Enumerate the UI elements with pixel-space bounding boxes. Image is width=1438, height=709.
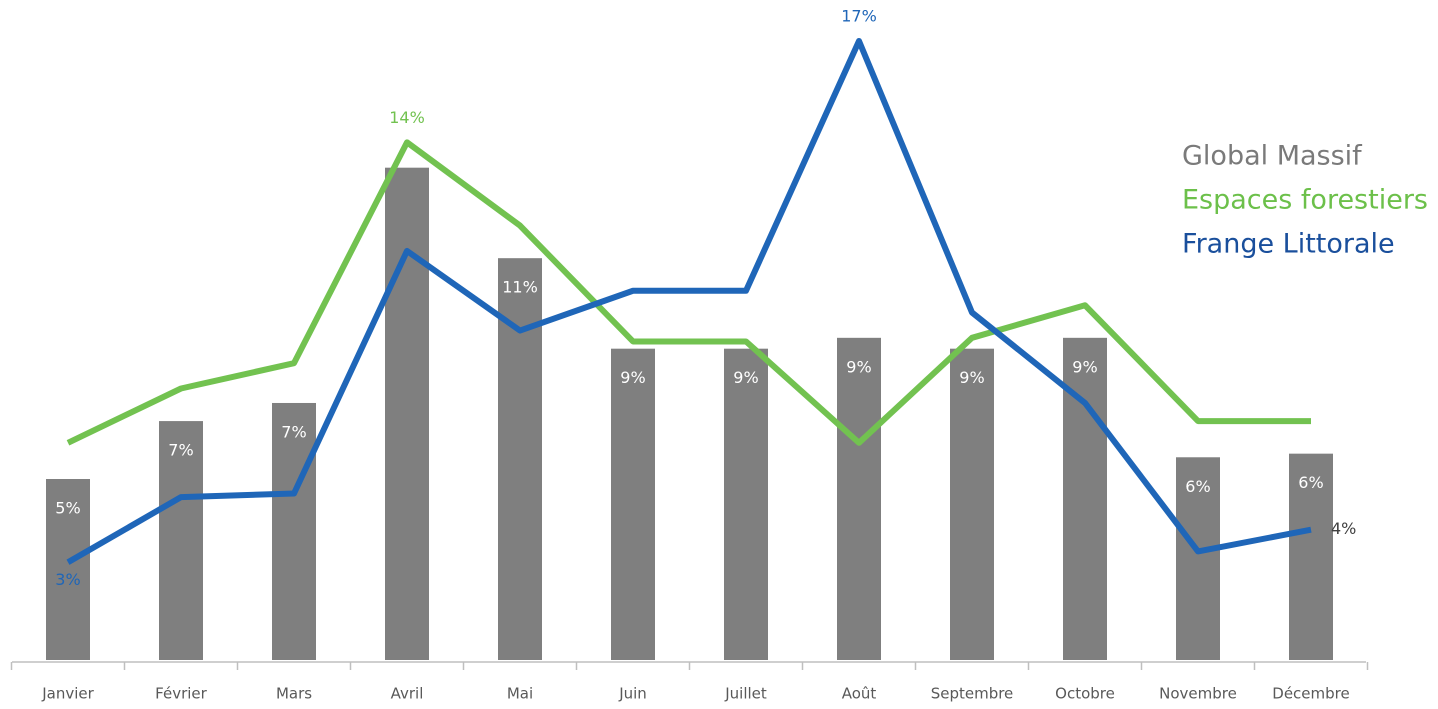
bar-value-label: 9% — [1072, 357, 1097, 376]
bar-value-label: 11% — [502, 278, 538, 297]
bar — [1289, 453, 1333, 660]
bar — [611, 348, 655, 660]
bar — [1063, 337, 1107, 660]
x-tick-label: Juillet — [724, 685, 767, 703]
bar — [159, 421, 203, 660]
legend-entry: Global Massif — [1182, 141, 1363, 172]
x-tick-label: Juin — [618, 685, 647, 703]
x-tick-label: Février — [155, 685, 207, 703]
x-tick-label: Août — [842, 685, 877, 703]
line-series — [66, 139, 1311, 446]
bar — [385, 167, 429, 660]
bar-value-label: 9% — [959, 368, 984, 387]
bar — [724, 348, 768, 660]
x-tick-label: Septembre — [931, 685, 1014, 703]
x-tick-label: Mai — [507, 685, 533, 703]
x-tick-label: Octobre — [1055, 685, 1115, 703]
x-tick-label: Novembre — [1159, 685, 1237, 703]
bar-value-label: 9% — [620, 368, 645, 387]
line-series — [66, 37, 1312, 565]
x-tick-label: Mars — [276, 685, 312, 703]
x-tick-label: Avril — [391, 685, 424, 703]
line-value-label: 17% — [841, 6, 877, 25]
bar — [46, 479, 90, 660]
bar — [950, 348, 994, 660]
legend-entry: Espaces forestiers — [1182, 185, 1428, 216]
bar — [272, 402, 316, 660]
x-tick-label: Janvier — [41, 685, 94, 703]
bar-value-label: 6% — [1185, 477, 1210, 496]
bar — [1176, 457, 1220, 660]
bar-value-label: 7% — [281, 422, 306, 441]
legend-entry: Frange Littorale — [1182, 229, 1395, 260]
line-value-label: 14% — [389, 108, 425, 127]
line-value-label: 4% — [1331, 519, 1356, 538]
bar-value-label: 9% — [733, 368, 758, 387]
bar-value-label: 7% — [168, 441, 193, 460]
bar-value-label: 6% — [1298, 473, 1323, 492]
x-tick-label: Décembre — [1272, 685, 1349, 703]
bar-value-label: 5% — [55, 499, 80, 518]
line-value-label: 3% — [55, 570, 80, 589]
bar-value-label: 9% — [846, 357, 871, 376]
bar — [837, 337, 881, 660]
